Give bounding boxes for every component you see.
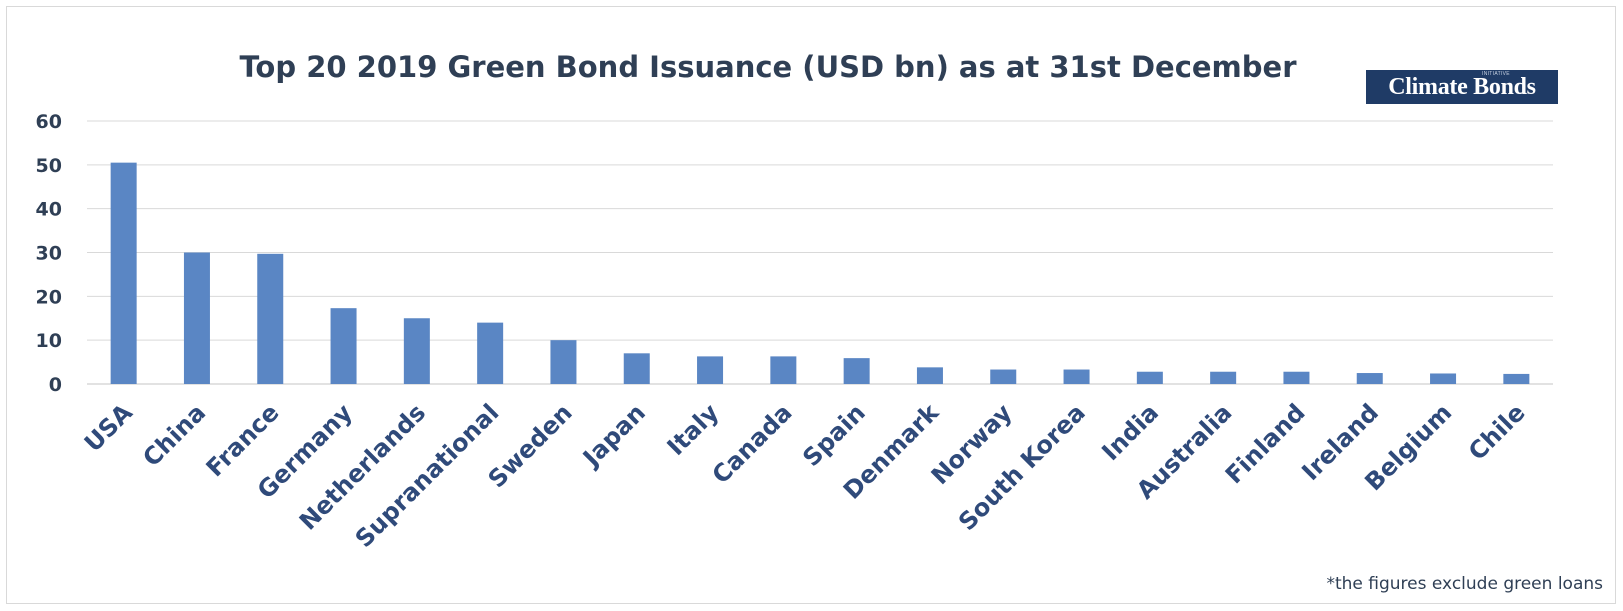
bar-japan [623,353,650,384]
x-category-label: Canada [707,398,798,489]
y-tick-label: 50 [36,155,62,177]
y-tick-label: 40 [36,199,62,221]
y-tick-label: 30 [36,243,62,265]
x-category-label: Spain [797,398,871,472]
bar-usa [110,162,137,384]
bars [110,162,1530,384]
bar-india [1136,371,1163,384]
bar-sweden [550,340,577,384]
y-tick-label: 60 [36,111,62,133]
x-category-label: Chile [1463,398,1530,465]
bar-china [183,252,210,384]
bar-germany [330,308,357,384]
bar-finland [1283,371,1310,384]
bar-belgium [1430,373,1457,384]
x-category-label: South Korea [953,398,1091,536]
bar-france [257,253,284,384]
bar-norway [990,369,1017,384]
x-category-label: Japan [576,398,651,473]
bar-italy [697,356,724,384]
y-tick-label: 0 [49,374,62,396]
bar-netherlands [403,318,430,384]
chart-title: Top 20 2019 Green Bond Issuance (USD bn)… [240,50,1298,84]
bar-supranational [477,322,504,384]
logo-superscript: INITIATIVE [1482,71,1510,77]
bar-south-korea [1063,369,1090,384]
x-category-label: India [1096,398,1164,466]
footnote: *the figures exclude green loans [1326,574,1603,594]
y-tick-label: 10 [36,330,62,352]
bar-canada [770,356,797,384]
bar-denmark [916,367,943,384]
bar-ireland [1356,373,1383,384]
x-category-label: China [137,398,211,472]
x-category-label: USA [79,398,138,457]
bar-chile [1503,373,1530,384]
bar-spain [843,358,870,384]
x-category-label: Finland [1220,398,1311,489]
x-axis-category-labels: USA ChinaFranceGermanyNetherlandsSupranat… [79,398,1531,553]
x-category-label: Italy [662,398,725,461]
x-category-label: Netherlands [294,398,431,535]
climate-bonds-logo: Climate Bonds [1366,70,1558,104]
gridlines [87,120,1553,385]
y-axis-ticks: 0 10 20 30 40 50 60 [36,111,62,396]
bar-australia [1210,371,1237,384]
y-tick-label: 20 [36,286,62,308]
